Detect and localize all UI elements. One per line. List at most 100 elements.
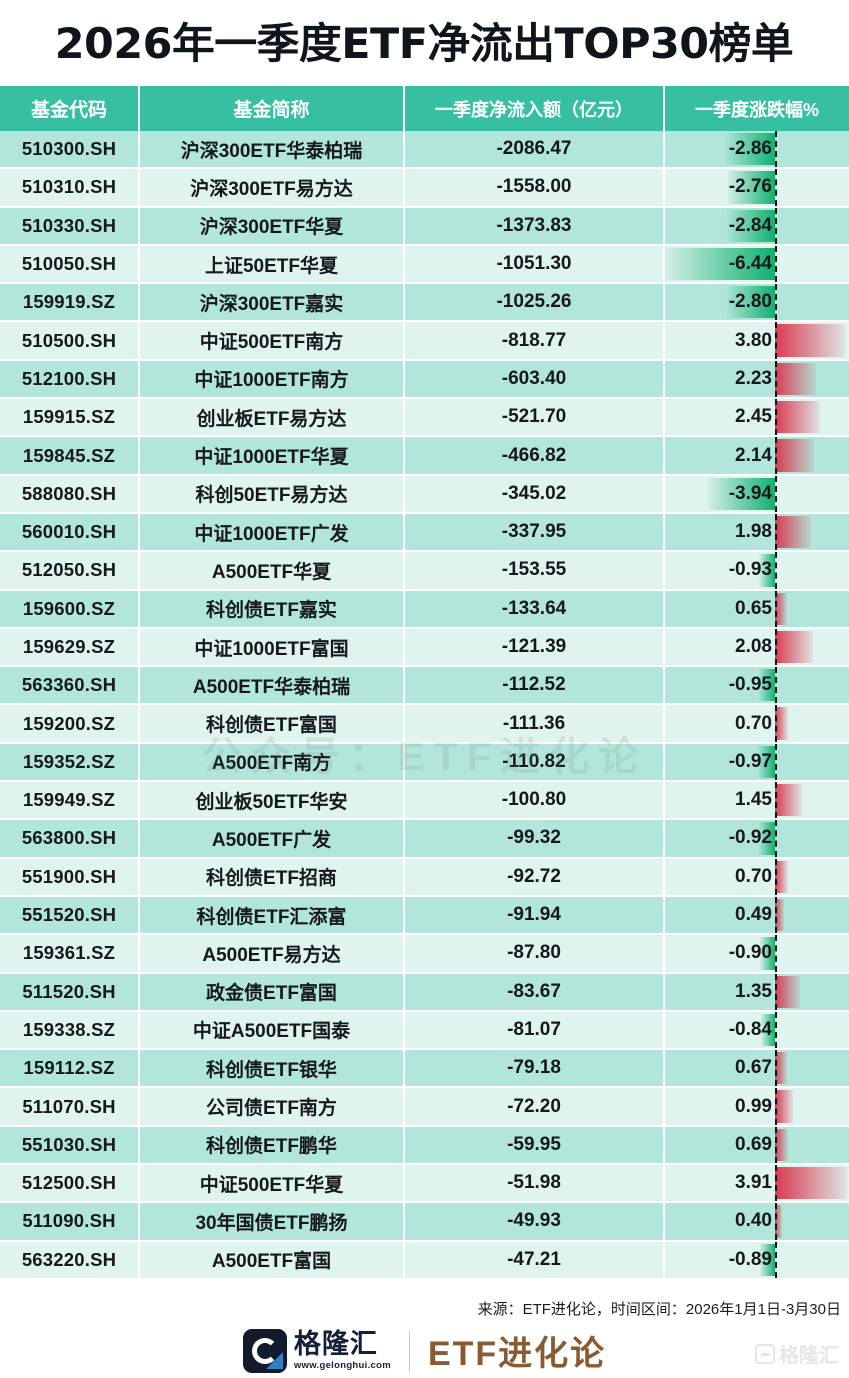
cell-fund-code: 159629.SZ [0,628,140,668]
cell-fund-code: 159915.SZ [0,399,140,438]
table-row: 510300.SH 沪深300ETF华泰柏瑞 -2086.47 -2.86 [0,131,849,170]
zero-baseline [775,284,777,321]
table-row: 512100.SH 中证1000ETF南方 -603.40 2.23 [0,360,849,400]
cell-change-pct: 3.80 [665,322,849,361]
cell-net-inflow: -1025.26 [405,284,665,323]
cell-net-inflow: -603.40 [405,360,665,400]
cell-fund-name: 公司债ETF南方 [140,1088,405,1127]
change-pct-value: -2.86 [728,138,772,160]
cell-fund-name: 中证1000ETF富国 [140,628,405,668]
cell-net-inflow: -91.94 [405,896,665,936]
cell-change-pct: -0.92 [665,820,849,859]
zero-baseline [775,1126,777,1163]
cell-fund-name: 科创债ETF富国 [140,705,405,744]
cell-fund-code: 159845.SZ [0,437,140,476]
change-pct-value: 0.69 [735,1133,772,1155]
cell-fund-code: 159338.SZ [0,1011,140,1051]
change-pct-value: -0.95 [728,674,772,696]
column-header-change-pct: 一季度涨跌幅% [665,86,849,131]
gelonghui-wordmark: 格隆汇 www.gelonghui.com [294,1330,391,1371]
cell-fund-name: 中证1000ETF南方 [140,360,405,400]
change-pct-value: 1.45 [735,789,772,811]
change-pct-value: 3.91 [735,1172,772,1194]
change-bar-negative [759,822,775,855]
change-bar-track: 1.98 [665,513,849,551]
zero-baseline [775,399,777,436]
cell-fund-name: 沪深300ETF华泰柏瑞 [140,131,405,170]
column-header-fund-name: 基金简称 [140,86,405,131]
change-bar-track: 0.70 [665,858,849,895]
cell-fund-name: 中证1000ETF广发 [140,513,405,553]
zero-baseline [775,552,777,589]
change-pct-value: -0.84 [728,1018,772,1040]
cell-net-inflow: -79.18 [405,1050,665,1089]
cell-fund-name: 中证500ETF华夏 [140,1165,405,1204]
page-title: 2026年一季度ETF净流出TOP30榜单 [55,18,794,68]
cell-fund-name: 创业板ETF易方达 [140,399,405,438]
change-bar-track: 3.80 [665,322,849,359]
cell-net-inflow: -110.82 [405,743,665,783]
source-note: 来源：ETF进化论，时间区间：2026年1月1日-3月30日 [477,1301,841,1318]
table-row: 511520.SH 政金债ETF富国 -83.67 1.35 [0,973,849,1012]
table-row: 159919.SZ 沪深300ETF嘉实 -1025.26 -2.80 [0,284,849,323]
cell-net-inflow: -72.20 [405,1088,665,1127]
cell-fund-code: 588080.SH [0,475,140,514]
etf-table: 基金代码 基金简称 一季度净流入额（亿元） 一季度涨跌幅% 510300.SH 沪… [0,86,849,1280]
change-bar-track: 2.14 [665,437,849,474]
cell-fund-name: 科创债ETF招商 [140,858,405,897]
change-bar-track: -0.84 [665,1011,849,1049]
change-pct-value: 1.35 [735,980,772,1002]
cell-fund-code: 159361.SZ [0,935,140,974]
change-bar-negative [758,745,775,779]
table-row: 159915.SZ 创业板ETF易方达 -521.70 2.45 [0,399,849,438]
zero-baseline [775,935,777,972]
cell-net-inflow: -92.72 [405,858,665,897]
table-row: 159949.SZ 创业板50ETF华安 -100.80 1.45 [0,782,849,821]
cell-change-pct: 1.98 [665,513,849,553]
change-bar-track: -0.89 [665,1241,849,1278]
change-bar-track: -0.93 [665,552,849,589]
cell-fund-name: A500ETF广发 [140,820,405,859]
change-pct-value: 0.99 [735,1095,772,1117]
cell-fund-code: 551520.SH [0,896,140,936]
table-row: 560010.SH 中证1000ETF广发 -337.95 1.98 [0,513,849,553]
zero-baseline [775,628,777,666]
change-pct-value: -0.90 [728,942,772,964]
change-pct-value: 0.49 [735,904,772,926]
change-bar-track: 0.70 [665,705,849,742]
cell-fund-code: 511070.SH [0,1088,140,1127]
table-row: 510050.SH 上证50ETF华夏 -1051.30 -6.44 [0,245,849,285]
change-bar-track: 2.45 [665,399,849,436]
table-row: 512500.SH 中证500ETF华夏 -51.98 3.91 [0,1165,849,1204]
cell-fund-code: 563220.SH [0,1241,140,1280]
change-bar-positive [775,630,814,664]
cell-net-inflow: -112.52 [405,667,665,706]
zero-baseline [775,1050,777,1087]
cell-fund-code: 159600.SZ [0,590,140,629]
cell-change-pct: -3.94 [665,475,849,514]
cell-fund-name: 科创50ETF易方达 [140,475,405,514]
zero-baseline [775,820,777,857]
cell-fund-code: 563800.SH [0,820,140,859]
change-bar-positive [775,439,815,472]
change-pct-value: 0.70 [735,865,772,887]
cell-fund-name: A500ETF南方 [140,743,405,783]
cell-net-inflow: -1051.30 [405,245,665,285]
change-bar-negative [726,133,775,166]
cell-fund-name: A500ETF华泰柏瑞 [140,667,405,706]
cell-net-inflow: -59.95 [405,1126,665,1166]
cell-change-pct: 0.40 [665,1203,849,1242]
cell-fund-name: A500ETF富国 [140,1241,405,1280]
cell-change-pct: -0.89 [665,1241,849,1280]
zero-baseline [775,1241,777,1278]
cell-fund-code: 159200.SZ [0,705,140,744]
change-bar-negative [758,669,775,702]
table-row: 563220.SH A500ETF富国 -47.21 -0.89 [0,1241,849,1280]
table-header-row: 基金代码 基金简称 一季度净流入额（亿元） 一季度涨跌幅% [0,86,849,131]
change-bar-negative [727,171,775,204]
cell-net-inflow: -153.55 [405,552,665,591]
cell-fund-name: 沪深300ETF嘉实 [140,284,405,323]
page-title-bar: 2026年一季度ETF净流出TOP30榜单 [0,0,849,86]
cell-change-pct: 0.67 [665,1050,849,1089]
change-pct-value: -0.97 [728,750,772,772]
